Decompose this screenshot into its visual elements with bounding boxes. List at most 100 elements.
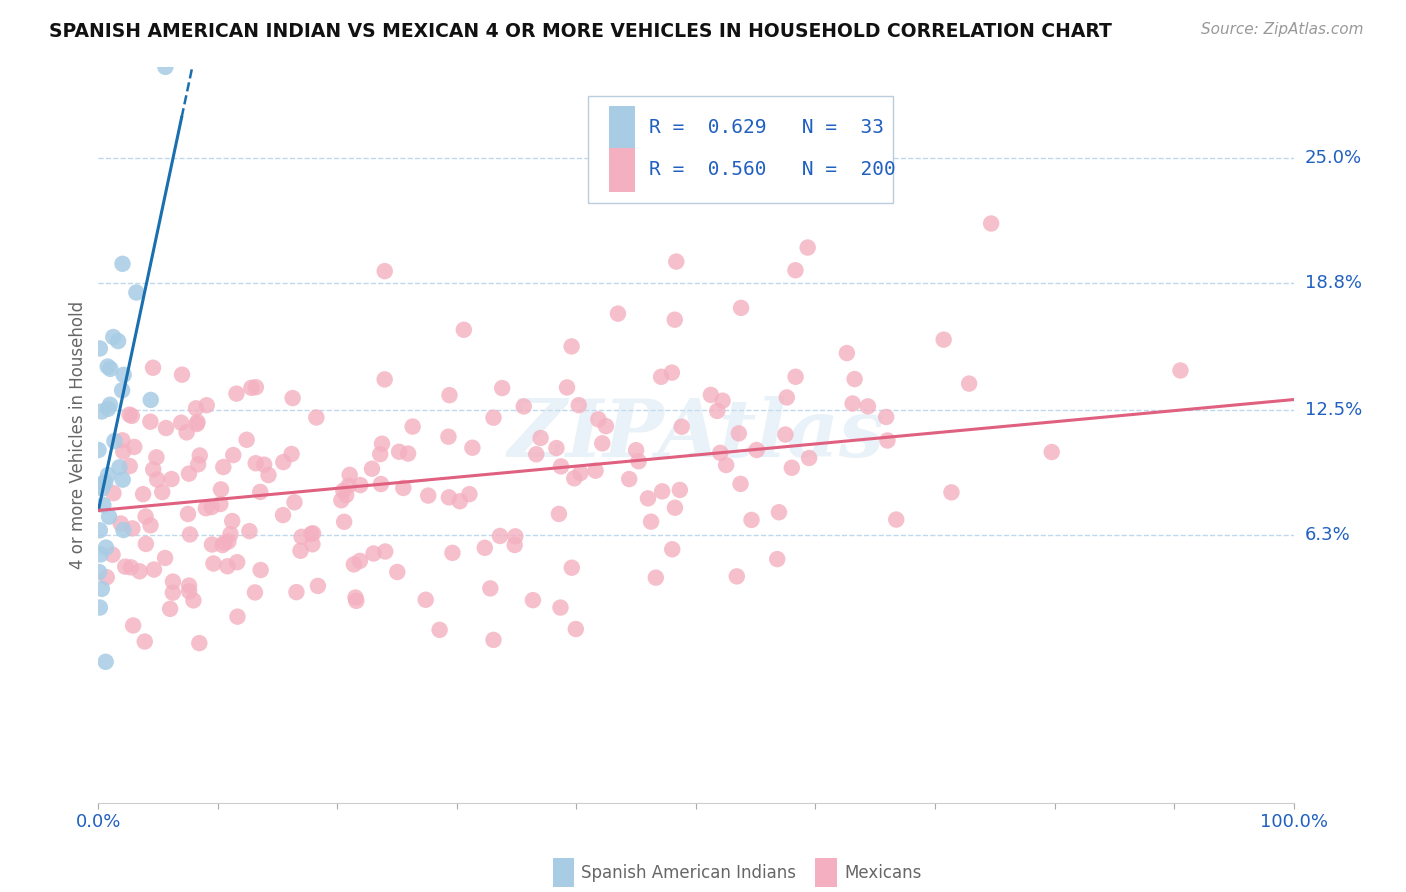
Point (305, 410, 328, 425)
Point (135, 509, 157, 524)
Text: SPANISH AMERICAN INDIAN VS MEXICAN 4 OR MORE VEHICLES IN HOUSEHOLD CORRELATION C: SPANISH AMERICAN INDIAN VS MEXICAN 4 OR … (49, 22, 1112, 41)
Point (363, 547, 385, 561)
Point (780, 460, 803, 475)
Point (273, 455, 295, 469)
Point (785, 369, 807, 384)
Point (285, 585, 308, 599)
Point (415, 592, 437, 607)
Point (555, 380, 578, 394)
Y-axis label: 4 or more Vehicles in Household: 4 or more Vehicles in Household (69, 301, 87, 569)
Point (112, 523, 135, 537)
Point (1040, 445, 1063, 459)
Point (214, 535, 236, 549)
Point (388, 444, 411, 458)
Point (249, 563, 271, 577)
Point (550, 459, 572, 474)
Point (664, 500, 686, 515)
Point (565, 622, 588, 636)
Point (187, 458, 209, 472)
Point (177, 579, 200, 593)
Point (90, 548, 112, 562)
Point (159, 602, 181, 616)
Point (474, 541, 496, 555)
Text: Mexicans: Mexicans (844, 863, 921, 881)
Point (595, 419, 617, 434)
Point (529, 431, 551, 445)
Point (132, 487, 155, 501)
Point (665, 254, 688, 268)
Point (201, 500, 224, 514)
Point (768, 505, 790, 519)
Point (184, 401, 207, 416)
Point (307, 579, 329, 593)
Point (437, 430, 460, 444)
Point (700, 388, 723, 402)
Bar (815, 858, 837, 888)
Point (90, 582, 112, 596)
Point (449, 494, 471, 508)
Point (333, 515, 356, 529)
Point (392, 481, 415, 495)
Point (339, 467, 361, 482)
Text: Spanish American Indians: Spanish American Indians (581, 863, 796, 881)
Point (644, 571, 666, 585)
Point (349, 554, 371, 568)
Point (290, 543, 312, 558)
Point (93, 498, 115, 512)
Point (650, 369, 672, 384)
Point (179, 527, 201, 541)
Point (107, 334, 129, 348)
Point (957, 376, 980, 391)
Point (429, 623, 451, 637)
Point (179, 584, 201, 599)
Point (243, 585, 266, 599)
Point (222, 448, 245, 462)
Point (217, 534, 239, 549)
Point (176, 425, 198, 440)
Point (245, 380, 267, 394)
Point (491, 381, 513, 395)
Bar (553, 858, 574, 888)
Point (188, 449, 211, 463)
Point (87, 442, 110, 457)
Point (337, 478, 360, 492)
Point (253, 458, 276, 472)
Point (671, 419, 693, 434)
Point (776, 391, 799, 405)
Point (226, 609, 249, 624)
Bar (609, 106, 636, 150)
Point (135, 537, 157, 551)
Point (209, 483, 232, 497)
Point (876, 434, 898, 448)
Point (651, 484, 673, 499)
Point (114, 559, 136, 574)
Point (139, 518, 162, 533)
Point (479, 582, 502, 596)
Point (226, 555, 249, 569)
Point (235, 433, 257, 447)
Point (108, 460, 131, 475)
Point (884, 512, 907, 526)
Point (637, 491, 659, 506)
Point (97, 359, 120, 374)
Point (797, 450, 820, 465)
Point (280, 447, 302, 461)
Point (374, 544, 396, 558)
Point (122, 440, 145, 454)
Point (461, 441, 484, 455)
Point (225, 386, 247, 401)
Point (112, 444, 135, 458)
Point (103, 486, 125, 500)
Point (146, 473, 169, 487)
Point (142, 462, 165, 476)
Point (219, 527, 242, 541)
Point (145, 450, 167, 465)
Text: 18.8%: 18.8% (1305, 274, 1361, 292)
Point (195, 398, 218, 412)
Point (110, 516, 132, 531)
Point (844, 372, 866, 386)
Point (706, 404, 728, 418)
Point (90, 404, 112, 418)
Text: ZIPAtlas: ZIPAtlas (508, 396, 884, 474)
Point (418, 489, 440, 503)
